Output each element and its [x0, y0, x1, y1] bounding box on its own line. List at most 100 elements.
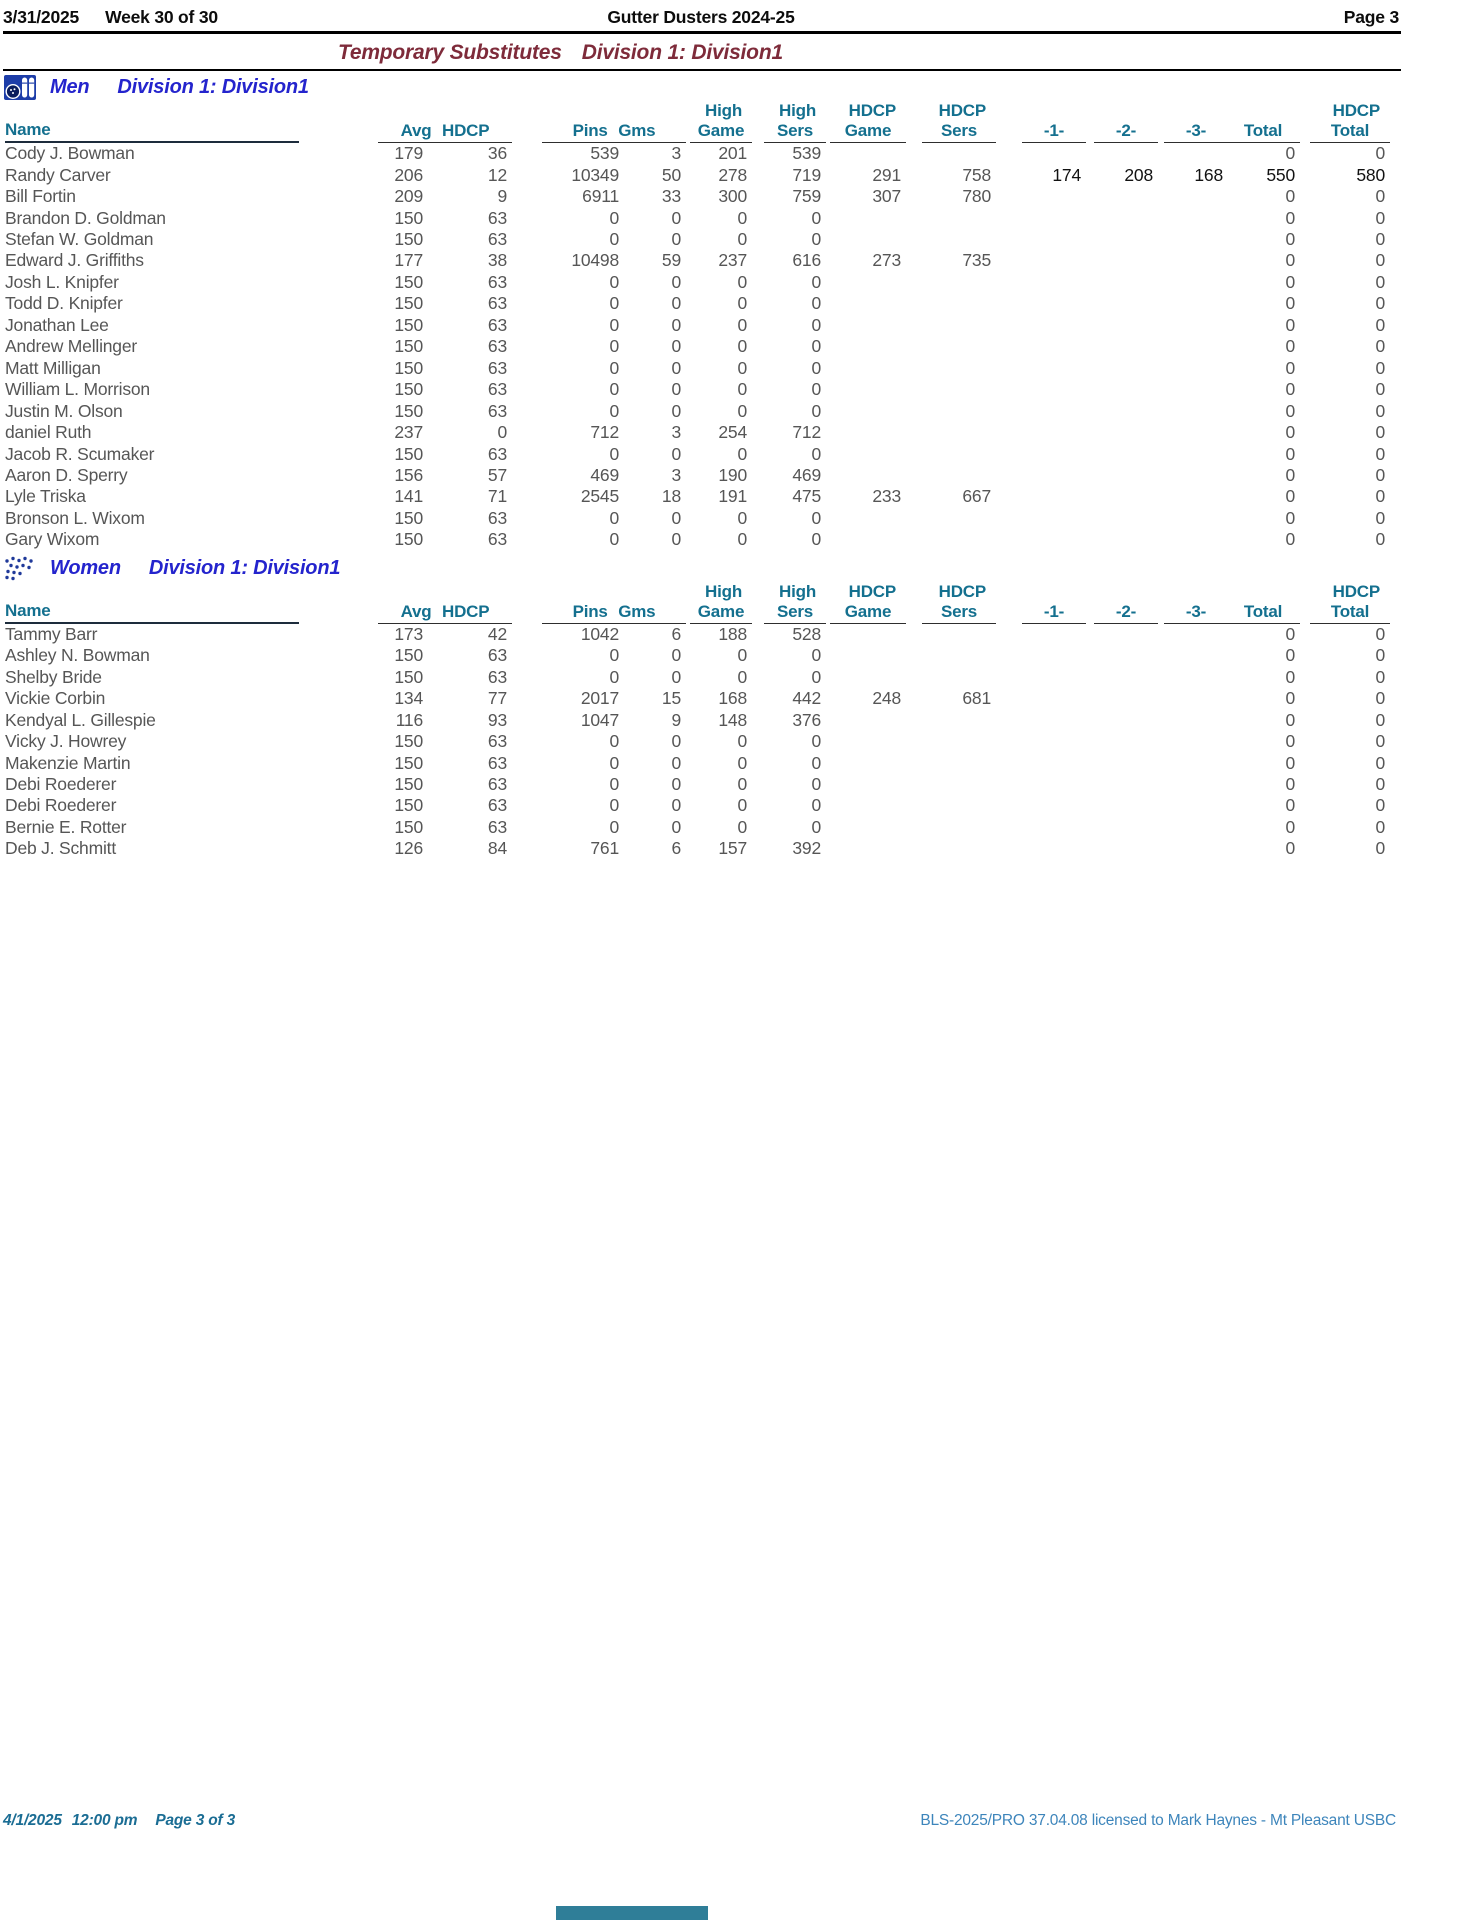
- g2-value: [1081, 444, 1153, 465]
- player-row: Randy Carver 206 12 10349 50 278 719 291 758 174 2…: [5, 165, 1385, 186]
- player-row: Stefan W. Goldman 150 63 0 0 0 0 0 0: [5, 229, 1385, 250]
- high_sers-value: 0: [811, 752, 821, 773]
- hdcp_game-value: [821, 208, 901, 229]
- hdcp_game-value: [821, 753, 901, 774]
- player-row: Andrew Mellinger 150 63 0 0 0 0 0 0: [5, 336, 1385, 357]
- g3-value: [1153, 401, 1223, 422]
- men-division: Division 1: Division1: [117, 76, 309, 99]
- player-name: Josh L. Knipfer: [5, 271, 119, 292]
- high_sers-value: 0: [811, 529, 821, 550]
- hdcp_total-value: 0: [1375, 486, 1385, 507]
- pins-value: 6911: [582, 186, 619, 207]
- hdcp_sers-value: [901, 143, 991, 164]
- high_game-value: 0: [737, 443, 747, 464]
- hdcp_sers-value: [901, 817, 991, 838]
- hdcp_total-value: 0: [1375, 752, 1385, 773]
- player-name: Debi Roederer: [5, 795, 117, 816]
- total-value: 0: [1285, 623, 1295, 644]
- gms-value: 0: [671, 443, 681, 464]
- hdcp_total-value: 0: [1375, 143, 1385, 164]
- g1-value: [991, 731, 1081, 752]
- g3-value: [1153, 250, 1223, 271]
- page-header: 3/31/2025 Week 30 of 30 Gutter Dusters 20…: [3, 7, 1399, 28]
- g2-value: [1081, 465, 1153, 486]
- gms-value: 0: [671, 336, 681, 357]
- total-value: 0: [1285, 186, 1295, 207]
- g3-value: [1153, 486, 1223, 507]
- g2-column-header: -2-: [1081, 120, 1158, 144]
- avg-value: 150: [394, 229, 423, 249]
- high_game-value: 188: [718, 623, 747, 644]
- total-value: 0: [1285, 486, 1295, 507]
- hdcp_sers-value: [901, 795, 991, 816]
- g2-value: [1081, 753, 1153, 774]
- gms-value: 18: [661, 486, 681, 507]
- hdcp-value: 9: [497, 186, 507, 207]
- g2-value: [1081, 208, 1153, 229]
- g1-value: [991, 667, 1081, 688]
- g3-value: [1153, 667, 1223, 688]
- g1-value: [991, 315, 1081, 336]
- player-name: Bronson L. Wixom: [5, 507, 145, 528]
- gms-value: 0: [671, 293, 681, 314]
- g3-value: [1153, 624, 1223, 645]
- high_game-value: 168: [718, 688, 747, 709]
- total-value: 0: [1285, 752, 1295, 773]
- g1-value: [991, 486, 1081, 507]
- high_sers-value: 0: [811, 271, 821, 292]
- license-text: BLS-2025/PRO 37.04.08 licensed to Mark H…: [920, 1812, 1396, 1829]
- women-section-header: Women Division 1: Division1: [4, 555, 1484, 582]
- hdcp-value: 63: [487, 379, 507, 400]
- pins-value: 0: [609, 507, 619, 528]
- hdcp_game-column-top-label: HDCP: [848, 581, 897, 601]
- g1-value: [991, 272, 1081, 293]
- hdcp_total-value: 0: [1375, 464, 1385, 485]
- high_game-value: 201: [718, 143, 747, 164]
- g2-value: [1081, 186, 1153, 207]
- hdcp_game-column-header: Game: [821, 120, 906, 144]
- avg_hdcp-column-header: Avg HDCP: [305, 601, 512, 624]
- player-row: Bronson L. Wixom 150 63 0 0 0 0 0 0: [5, 508, 1385, 529]
- hdcp_game-value: [821, 508, 901, 529]
- hdcp_sers-column-header: Sers: [901, 601, 996, 624]
- hdcp_game-value: [821, 645, 901, 666]
- hdcp_game-value: [821, 731, 901, 752]
- print-date: 4/1/2025: [3, 1812, 62, 1829]
- hdcp_sers-value: [901, 336, 991, 357]
- high_game-column-header: Game: [681, 120, 752, 144]
- hdcp_sers-value: [901, 422, 991, 443]
- hdcp_game-value: [821, 315, 901, 336]
- hdcp_total-value: 0: [1375, 271, 1385, 292]
- avg-value: 150: [394, 400, 423, 421]
- hdcp_game-value: [821, 774, 901, 795]
- hdcp-value: 63: [487, 752, 507, 773]
- player-name: Randy Carver: [5, 164, 111, 185]
- high_game-value: 0: [737, 795, 747, 816]
- hdcp_game-value: [821, 710, 901, 731]
- pins-value: 712: [590, 422, 619, 443]
- high_game-value: 0: [737, 229, 747, 249]
- g2-value: [1081, 229, 1153, 250]
- high_game-value: 0: [737, 645, 747, 666]
- player-name: Debi Roederer: [5, 773, 117, 794]
- hdcp-value: 63: [487, 529, 507, 550]
- g2-column-top-label: [1081, 101, 1153, 120]
- hdcp_total-column-top-label: HDCP: [1332, 581, 1381, 601]
- high_game-value: 0: [737, 336, 747, 357]
- gms-value: 0: [671, 645, 681, 666]
- hdcp_game-value: 233: [872, 486, 901, 507]
- pins_gms-column-header: Pins Gms: [507, 120, 686, 144]
- high_sers-value: 0: [811, 731, 821, 752]
- hdcp_sers-value: [901, 645, 991, 666]
- hdcp-value: 63: [487, 207, 507, 228]
- hdcp_total-column-header: Total: [1295, 601, 1390, 624]
- avg-value: 150: [394, 357, 423, 378]
- high_sers-value: 759: [792, 186, 821, 207]
- g3-value: 168: [1194, 164, 1223, 185]
- player-row: Deb J. Schmitt 126 84 761 6 157 392 0 0: [5, 838, 1385, 859]
- g1-value: [991, 624, 1081, 645]
- player-name: Vicky J. Howrey: [5, 731, 127, 752]
- hdcp_game-value: [821, 667, 901, 688]
- g1-value: [991, 422, 1081, 443]
- g1-value: [991, 465, 1081, 486]
